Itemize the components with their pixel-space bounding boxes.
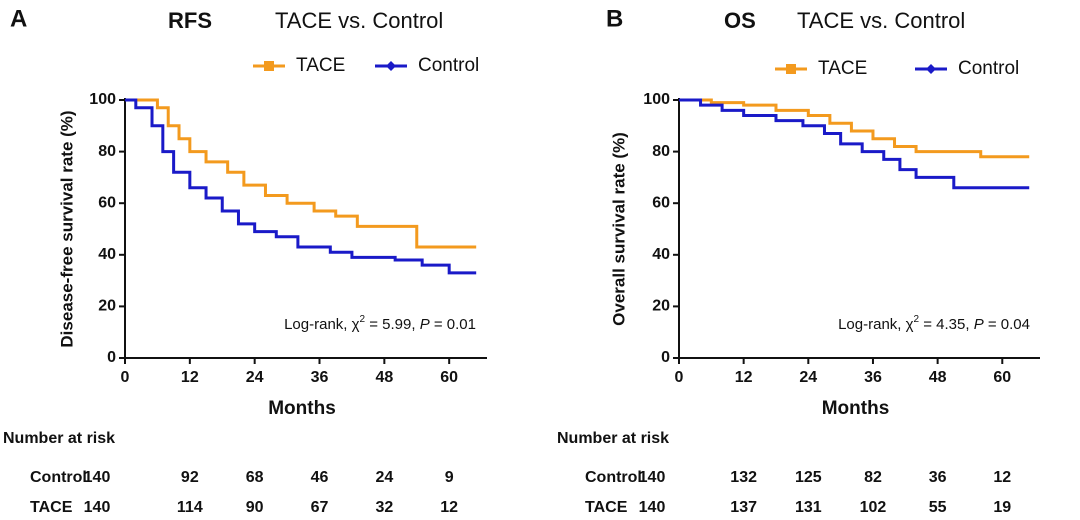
- risk-count: 140: [639, 469, 666, 486]
- annotation-part: = 5.99,: [365, 316, 420, 333]
- legend-label: TACE: [818, 58, 867, 79]
- x-tick-label: 24: [799, 369, 817, 386]
- risk-count: 67: [311, 499, 329, 516]
- risk-count: 137: [730, 499, 757, 516]
- y-tick-label: 60: [98, 194, 116, 211]
- x-axis-label: Months: [268, 398, 336, 419]
- y-tick-label: 0: [661, 349, 670, 366]
- risk-row-name: Control: [585, 469, 642, 486]
- annotation-part: = 0.01: [430, 316, 476, 333]
- y-tick-label: 20: [652, 298, 670, 315]
- legend-marker: [786, 64, 796, 74]
- survival-curve: [125, 98, 477, 249]
- x-tick-label: 36: [864, 369, 882, 386]
- y-tick-label: 100: [89, 91, 116, 108]
- annotation-part: Log-rank, χ: [838, 316, 914, 333]
- risk-count: 12: [993, 469, 1011, 486]
- survival-curve: [679, 98, 1030, 159]
- y-tick-label: 80: [652, 143, 670, 160]
- annotation-part: = 4.35,: [919, 316, 974, 333]
- panel-label: B: [606, 5, 623, 32]
- annotation-part: Log-rank, χ: [284, 316, 360, 333]
- risk-count: 140: [639, 499, 666, 516]
- risk-count: 131: [795, 499, 822, 516]
- x-tick-label: 24: [246, 369, 264, 386]
- risk-count: 12: [440, 499, 458, 516]
- risk-count: 82: [864, 469, 882, 486]
- x-tick-label: 0: [121, 369, 130, 386]
- x-tick-label: 0: [675, 369, 684, 386]
- risk-count: 24: [375, 469, 393, 486]
- risk-count: 140: [84, 499, 111, 516]
- risk-count: 102: [860, 499, 887, 516]
- legend-marker: [926, 64, 936, 74]
- risk-count: 125: [795, 469, 822, 486]
- annotation-part: P: [420, 316, 430, 333]
- x-tick-label: 12: [181, 369, 199, 386]
- risk-count: 68: [246, 469, 264, 486]
- risk-row-name: Control: [30, 469, 87, 486]
- risk-count: 36: [929, 469, 947, 486]
- y-axis-label: Disease-free survival rate (%): [57, 110, 76, 347]
- x-tick-label: 48: [929, 369, 947, 386]
- risk-count: 46: [311, 469, 329, 486]
- legend-marker: [264, 61, 274, 71]
- y-axis-label: Overall survival rate (%): [609, 132, 628, 326]
- panel-label: A: [10, 5, 27, 32]
- annotation: Log-rank, χ2 = 5.99, P = 0.01: [284, 314, 476, 333]
- y-tick-label: 40: [98, 246, 116, 263]
- x-tick-label: 36: [311, 369, 329, 386]
- annotation-part: 2: [360, 314, 366, 325]
- survival-curve: [125, 98, 477, 275]
- annotation-part: P: [974, 316, 984, 333]
- risk-table-title: Number at risk: [557, 430, 669, 447]
- risk-count: 140: [84, 469, 111, 486]
- risk-count: 114: [177, 499, 203, 516]
- risk-row-name: TACE: [30, 499, 73, 516]
- y-tick-label: 40: [652, 246, 670, 263]
- x-tick-label: 60: [440, 369, 458, 386]
- legend-label: Control: [958, 58, 1019, 79]
- x-tick-label: 12: [735, 369, 753, 386]
- risk-count: 55: [929, 499, 947, 516]
- annotation: Log-rank, χ2 = 4.35, P = 0.04: [838, 314, 1030, 333]
- legend-label: Control: [418, 55, 479, 76]
- chart-subtitle: TACE vs. Control: [797, 8, 965, 33]
- risk-table-title: Number at risk: [3, 430, 115, 447]
- y-tick-label: 60: [652, 194, 670, 211]
- legend-label: TACE: [296, 55, 345, 76]
- y-tick-label: 0: [107, 349, 116, 366]
- risk-count: 32: [375, 499, 393, 516]
- annotation-part: 2: [914, 314, 920, 325]
- legend-marker: [386, 61, 396, 71]
- chart-title: RFS: [168, 8, 212, 33]
- chart-subtitle: TACE vs. Control: [275, 8, 443, 33]
- y-tick-label: 20: [98, 298, 116, 315]
- x-axis-label: Months: [822, 398, 890, 419]
- risk-row-name: TACE: [585, 499, 628, 516]
- risk-count: 92: [181, 469, 199, 486]
- annotation-part: = 0.04: [984, 316, 1030, 333]
- risk-count: 90: [246, 499, 264, 516]
- x-tick-label: 60: [993, 369, 1011, 386]
- y-tick-label: 100: [643, 91, 670, 108]
- y-tick-label: 80: [98, 143, 116, 160]
- x-tick-label: 48: [375, 369, 393, 386]
- risk-count: 9: [445, 469, 454, 486]
- risk-count: 19: [993, 499, 1011, 516]
- chart-title: OS: [724, 8, 756, 33]
- risk-count: 132: [730, 469, 757, 486]
- survival-curve: [679, 98, 1030, 190]
